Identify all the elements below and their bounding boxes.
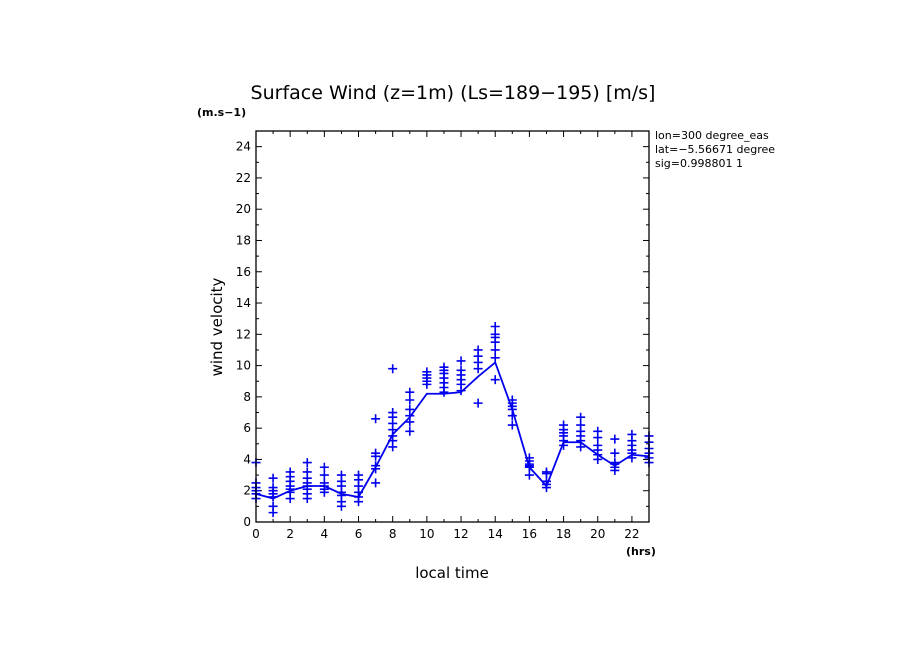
y-tick-label: 12 [236, 327, 251, 341]
scatter-point [405, 387, 415, 397]
scatter-point [507, 420, 517, 430]
mean-line [255, 360, 650, 500]
y-axis-label: wind velocity [208, 277, 226, 376]
x-tick-label: 0 [252, 527, 260, 541]
scatter-point [371, 478, 381, 488]
scatter-point [541, 467, 551, 477]
x-tick-labels: 0 2 4 6 8 10 12 14 16 18 20 22 [252, 527, 639, 541]
scatter-point [593, 426, 603, 436]
x-tick-label: 16 [522, 527, 537, 541]
x-tick-label: 22 [624, 527, 639, 541]
scatter-point [473, 398, 483, 408]
y-tick-label: 20 [236, 202, 251, 216]
x-tick-label: 4 [321, 527, 329, 541]
scatter-point [405, 404, 415, 414]
scatter-point [490, 322, 500, 331]
scatter-point [576, 420, 586, 430]
scatter-point [405, 426, 415, 436]
info-lon: lon=300 degree_eas [655, 129, 769, 142]
scatter-point [490, 345, 500, 355]
x-unit-label: (hrs) [626, 545, 656, 558]
y-tick-label: 2 [243, 484, 251, 498]
scatter-point [456, 365, 466, 375]
y-tick-label: 24 [236, 140, 251, 154]
scatter-point [268, 483, 278, 493]
y-tick-label: 14 [236, 296, 251, 310]
unit-label: (m.s−1) [197, 106, 246, 119]
scatter-point [490, 375, 500, 385]
scatter-point [388, 408, 398, 418]
x-tick-label: 14 [488, 527, 503, 541]
scatter-point [524, 470, 534, 480]
scatter-point [627, 429, 637, 439]
x-tick-label: 2 [286, 527, 294, 541]
scatter-point [371, 414, 381, 424]
scatter-point [354, 470, 364, 480]
plot-frame [255, 130, 650, 523]
scatter-point [576, 412, 586, 422]
y-tick-label: 6 [243, 421, 251, 435]
scatter-point [336, 470, 346, 480]
scatter-point [456, 356, 466, 366]
y-tick-label: 10 [236, 359, 251, 373]
y-tick-label: 18 [236, 233, 251, 247]
scatter-point [302, 458, 312, 468]
scatter-point [490, 353, 500, 363]
scatter-point [319, 462, 329, 472]
scatter-point [319, 470, 329, 480]
y-tick-label: 4 [243, 452, 251, 466]
x-tick-label: 12 [453, 527, 468, 541]
info-block: lon=300 degree_eas lat=−5.56671 degree s… [655, 129, 775, 170]
scatter-point [285, 467, 295, 477]
y-tick-label: 16 [236, 265, 251, 279]
scatter-point [559, 420, 569, 430]
scatter-point [371, 448, 381, 458]
x-tick-label: 6 [355, 527, 363, 541]
scatter-point [473, 345, 483, 355]
x-tick-label: 18 [556, 527, 571, 541]
y-tick-label: 22 [236, 171, 251, 185]
info-sig: sig=0.998801 1 [655, 157, 743, 170]
x-tick-label: 8 [389, 527, 397, 541]
scatter-point [439, 362, 449, 372]
chart-title: Surface Wind (z=1m) (Ls=189−195) [m/s] [251, 82, 656, 104]
scatter-point [610, 434, 620, 444]
y-tick-label: 8 [243, 390, 251, 404]
x-axis-label: local time [415, 564, 489, 582]
x-tick-label: 20 [590, 527, 605, 541]
scatter-point [490, 329, 500, 339]
scatter-point [610, 448, 620, 458]
scatter-point [302, 467, 312, 477]
info-lat: lat=−5.56671 degree [655, 143, 775, 156]
plot-area [251, 130, 654, 523]
scatter-point [268, 501, 278, 511]
scatter-point [593, 440, 603, 450]
scatter-point [422, 367, 432, 377]
y-tick-label: 0 [243, 515, 251, 529]
scatter-point [388, 364, 398, 374]
x-tick-label: 10 [419, 527, 434, 541]
scatter-point [268, 473, 278, 483]
scatter-point [405, 395, 415, 405]
